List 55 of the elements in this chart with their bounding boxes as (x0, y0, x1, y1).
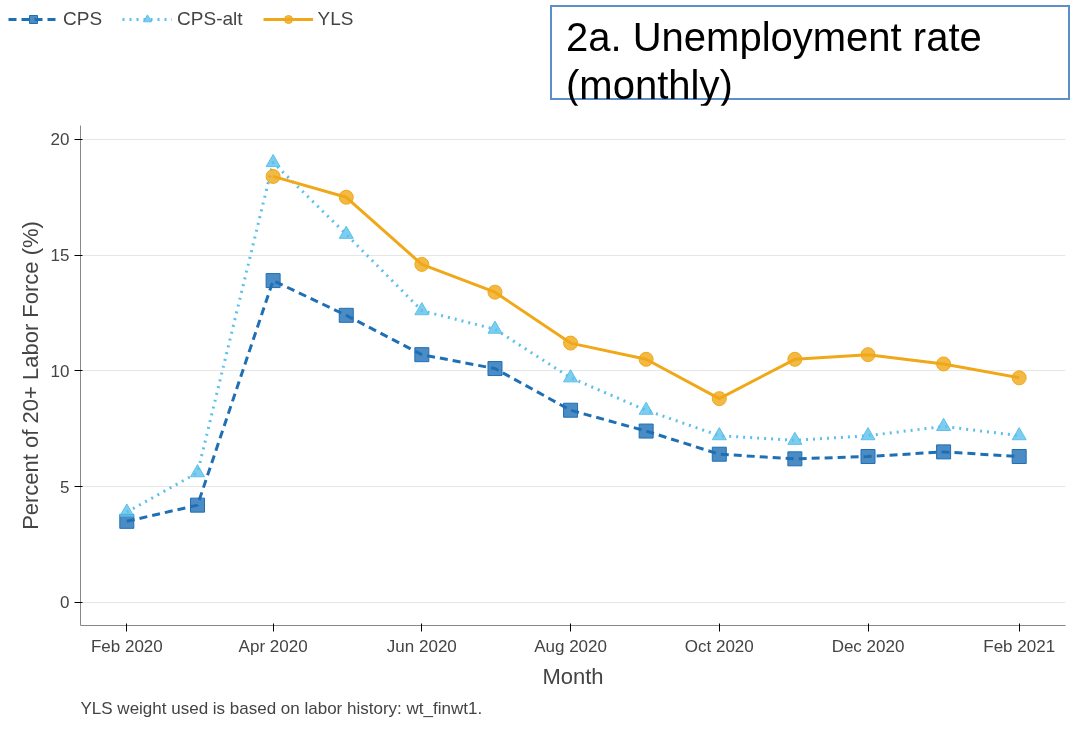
point (638, 351, 654, 367)
x-tick-label: Oct 2020 (684, 636, 754, 656)
y-tick-label: 10 (50, 361, 70, 381)
point (338, 225, 354, 239)
text: YLS weight used is based on labor history: wt_finwt1. (80, 698, 483, 718)
point (487, 284, 503, 300)
point (563, 369, 579, 383)
x-axis-title: Month (542, 663, 604, 689)
point (860, 427, 876, 441)
point (860, 347, 876, 363)
point (711, 391, 727, 407)
point (414, 302, 430, 316)
x-tick-label: Feb 2021 (983, 636, 1056, 656)
point (414, 347, 430, 363)
point (638, 423, 654, 439)
point (265, 168, 281, 184)
point (711, 427, 727, 441)
point (787, 431, 803, 445)
point (265, 153, 281, 168)
point (265, 273, 281, 289)
point (638, 401, 654, 415)
x-tick-label: Dec 2020 (831, 636, 905, 656)
point (487, 361, 503, 377)
point (860, 449, 876, 465)
point (190, 497, 206, 513)
legend-label: CPS (63, 8, 103, 30)
point (936, 356, 952, 372)
point (711, 446, 727, 462)
point (119, 503, 135, 517)
point (936, 444, 952, 460)
point (190, 464, 206, 478)
x-tick-label: Feb 2020 (90, 636, 163, 656)
y-axis-title: Percent of 20+ Labor Force (%) (17, 221, 43, 530)
y-tick-label: 15 (50, 246, 70, 266)
point (1011, 427, 1027, 441)
point (787, 451, 803, 467)
y-tick-label: 5 (60, 477, 70, 497)
point (787, 351, 803, 367)
point (487, 320, 503, 334)
x-tick-label: Aug 2020 (534, 636, 607, 656)
chart-title: 2a. Unemployment rate (monthly) (566, 14, 983, 109)
x-tick-label: Apr 2020 (238, 636, 308, 656)
point (338, 189, 354, 205)
point (1011, 449, 1027, 465)
point (1011, 370, 1027, 386)
point (414, 256, 430, 272)
point (936, 417, 952, 431)
y-tick-label: 0 (60, 593, 70, 613)
point (563, 335, 579, 351)
y-tick-label: 20 (50, 130, 70, 150)
legend-label: CPS-alt (177, 8, 243, 30)
point (563, 402, 579, 418)
x-tick-label: Jun 2020 (386, 636, 457, 656)
point (338, 307, 354, 323)
legend-label: YLS (317, 8, 354, 30)
